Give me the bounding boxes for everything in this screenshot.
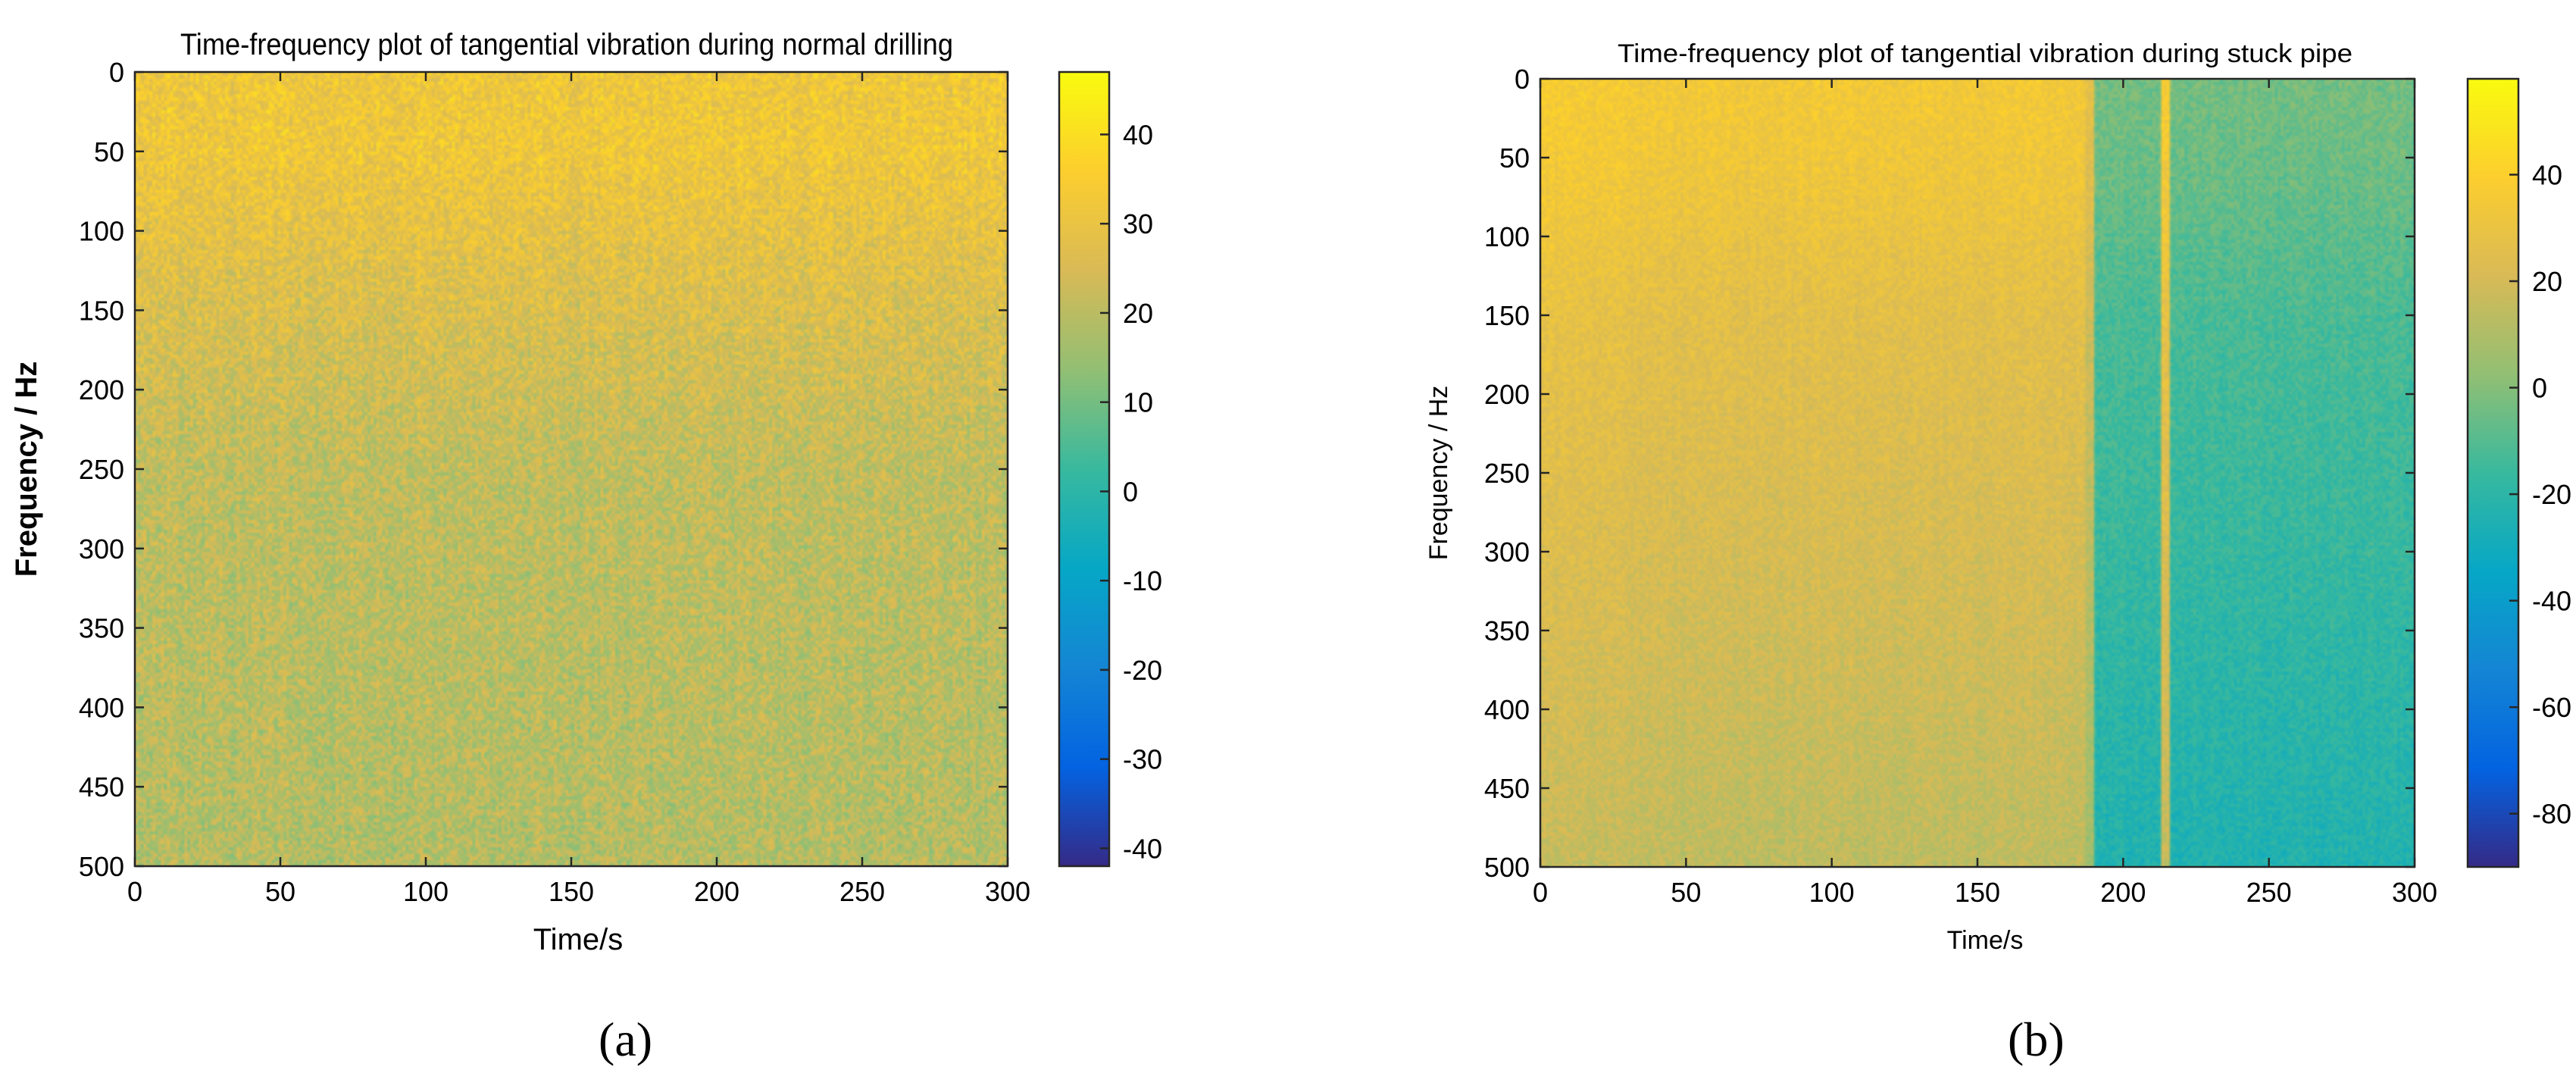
a-ytick-label: 150 <box>79 295 124 326</box>
panel-a-title: Time-frequency plot of tangential vibrat… <box>180 28 953 61</box>
panel-a-ylabel: Frequency / Hz <box>10 361 43 577</box>
a-ytick-label: 450 <box>79 771 124 803</box>
panel-b-heatmap <box>1539 77 2416 868</box>
subplot-label-b: (b) <box>2008 1012 2065 1066</box>
a-ytick-label: 250 <box>79 454 124 485</box>
b-xtick-label: 100 <box>1809 877 1855 908</box>
panel-b: Time-frequency plot of tangential vibrat… <box>1424 39 2571 955</box>
panel-b-xlabel: Time/s <box>1947 926 2024 955</box>
a-xtick-label: 200 <box>694 876 739 907</box>
b-ytick-label: 500 <box>1484 852 1530 883</box>
a-ytick-label: 350 <box>79 613 124 644</box>
b-cbar-label: -20 <box>2532 479 2571 510</box>
a-ytick-label: 0 <box>109 57 124 88</box>
b-cbar-label: 40 <box>2532 159 2562 190</box>
b-xtick-label: 0 <box>1533 877 1548 908</box>
a-cbar-label: 40 <box>1123 119 1153 150</box>
a-cbar-label: 20 <box>1123 298 1153 329</box>
b-cbar-label: 20 <box>2532 266 2562 297</box>
b-ytick-label: 350 <box>1484 615 1530 646</box>
a-cbar-label: -40 <box>1123 833 1162 864</box>
b-ytick-label: 400 <box>1484 694 1530 725</box>
panel-b-title: Time-frequency plot of tangential vibrat… <box>1618 39 2352 68</box>
panel-b-axes: 0 50 100 150 200 250 300 0 50 100 150 200 250 300 350 4… <box>1484 64 2437 908</box>
a-cbar-label: 10 <box>1123 387 1153 418</box>
a-cbar-label: -30 <box>1123 744 1162 775</box>
b-xtick-label: 50 <box>1671 877 1701 908</box>
b-cbar-label: -60 <box>2532 692 2571 723</box>
a-xtick-label: 50 <box>265 876 295 907</box>
panel-a-axes: 0 50 100 150 200 250 300 0 50 100 150 200 250 300 350 4… <box>79 57 1030 907</box>
b-cbar-label: -80 <box>2532 799 2571 830</box>
panel-a-colorbar: 40 30 20 10 0 -10 -20 -30 -40 <box>1058 70 1162 868</box>
panel-a-xlabel: Time/s <box>533 923 624 956</box>
a-xtick-label: 250 <box>839 876 885 907</box>
a-ytick-label: 400 <box>79 692 124 723</box>
b-xtick-label: 200 <box>2100 877 2146 908</box>
panel-a: Time-frequency plot of tangential vibrat… <box>10 28 1162 956</box>
a-cbar-label: 30 <box>1123 208 1153 239</box>
b-xtick-label: 250 <box>2246 877 2292 908</box>
b-xtick-label: 300 <box>2392 877 2437 908</box>
panel-a-heatmap <box>133 70 1009 868</box>
b-ytick-label: 100 <box>1484 221 1530 252</box>
subplot-label-a: (a) <box>599 1012 653 1066</box>
a-cbar-label: -20 <box>1123 655 1162 686</box>
b-ytick-label: 0 <box>1515 64 1530 95</box>
b-ytick-label: 250 <box>1484 458 1530 489</box>
a-cbar-label: -10 <box>1123 565 1162 596</box>
a-xtick-label: 0 <box>127 876 142 907</box>
panel-b-ylabel: Frequency / Hz <box>1424 386 1453 561</box>
a-ytick-label: 500 <box>79 851 124 882</box>
a-xtick-label: 300 <box>985 876 1030 907</box>
a-cbar-label: 0 <box>1123 476 1138 507</box>
b-ytick-label: 150 <box>1484 300 1530 331</box>
a-ytick-label: 50 <box>94 136 124 167</box>
b-ytick-label: 200 <box>1484 379 1530 410</box>
a-ytick-label: 200 <box>79 374 124 405</box>
b-ytick-label: 300 <box>1484 537 1530 568</box>
b-cbar-label: 0 <box>2532 373 2547 404</box>
a-xtick-label: 150 <box>549 876 594 907</box>
b-cbar-label: -40 <box>2532 586 2571 617</box>
a-ytick-label: 100 <box>79 216 124 247</box>
a-xtick-label: 100 <box>403 876 449 907</box>
panel-b-colorbar: 40 20 0 -20 -40 -60 -80 <box>2466 77 2571 868</box>
b-ytick-label: 50 <box>1499 142 1530 174</box>
a-ytick-label: 300 <box>79 533 124 565</box>
b-ytick-label: 450 <box>1484 773 1530 804</box>
b-xtick-label: 150 <box>1955 877 2000 908</box>
